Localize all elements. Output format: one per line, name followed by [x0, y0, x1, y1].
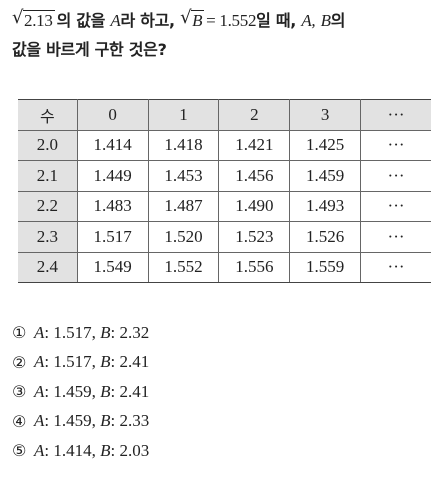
table-row: 2.0 1.414 1.418 1.421 1.425 ···	[18, 129, 431, 161]
table-cell: 1.487	[147, 190, 220, 222]
choice-number: ⑤	[12, 441, 27, 461]
column-header: 1	[147, 99, 220, 131]
table-cell: 1.517	[76, 221, 149, 253]
answer-choice-3[interactable]: ③ A: 1.459, B: 2.41	[12, 381, 150, 402]
sqrt-expression-b: √ B	[180, 7, 205, 30]
choice-number: ①	[12, 323, 27, 343]
table-corner-header: 수	[18, 99, 78, 131]
table-cell: 1.449	[76, 160, 149, 192]
row-label: 2.4	[18, 251, 78, 283]
table-cell: ···	[360, 251, 431, 283]
choice-number: ④	[12, 411, 27, 431]
table-row: 2.3 1.517 1.520 1.523 1.526 ···	[18, 221, 431, 253]
sqrt-expression-a: √ 2.13	[12, 7, 55, 30]
column-header: 3	[289, 99, 362, 131]
table-cell: ···	[360, 190, 431, 222]
answer-choice-5[interactable]: ⑤ A: 1.414, B: 2.03	[12, 440, 150, 461]
table-cell: 1.418	[147, 129, 220, 161]
table-cell: 1.456	[218, 160, 291, 192]
row-label: 2.0	[18, 129, 78, 161]
table-cell: 1.526	[289, 221, 362, 253]
table-row: 2.4 1.549 1.552 1.556 1.559 ···	[18, 251, 431, 283]
table-cell: 1.414	[76, 129, 149, 161]
table-cell: 1.493	[289, 190, 362, 222]
column-header: 0	[76, 99, 149, 131]
answer-choice-2[interactable]: ② A: 1.517, B: 2.41	[12, 352, 150, 372]
table-row: 2.2 1.483 1.487 1.490 1.493 ···	[18, 190, 431, 222]
table-cell: ···	[360, 129, 431, 161]
question-line-2: 값을 바르게 구한 것은?	[12, 40, 167, 59]
row-label: 2.1	[18, 160, 78, 192]
row-label: 2.2	[18, 190, 78, 222]
table-cell: 1.556	[218, 251, 291, 283]
table-cell: 1.520	[147, 221, 220, 253]
table-cell: ···	[360, 160, 431, 192]
table-cell: ···	[360, 221, 431, 253]
column-header: 2	[218, 99, 291, 131]
table-cell: 1.490	[218, 190, 291, 222]
table-cell: 1.559	[289, 251, 362, 283]
table-cell: 1.453	[147, 160, 220, 192]
table-cell: 1.425	[289, 129, 362, 161]
answer-choices: ① A: 1.517, B: 2.32 ② A: 1.517, B: 2.41 …	[12, 318, 149, 466]
table-cell: 1.483	[76, 190, 149, 222]
table-cell: 1.552	[147, 251, 220, 283]
choice-number: ③	[12, 382, 27, 402]
row-label: 2.3	[18, 221, 78, 253]
choice-number: ②	[12, 352, 27, 372]
answer-choice-1[interactable]: ① A: 1.517, B: 2.32	[12, 322, 150, 343]
answer-choice-4[interactable]: ④ A: 1.459, B: 2.33	[12, 411, 150, 431]
column-header: ···	[360, 99, 431, 131]
table-header-row: 수 0 1 2 3 ···	[18, 99, 431, 131]
question-line-1: √ 2.13 의 값을 A라 하고, √ B = 1.552일 때, A, B의	[12, 6, 442, 35]
table-cell: 1.459	[289, 160, 362, 192]
table-cell: 1.421	[218, 129, 291, 161]
table-cell: 1.549	[76, 251, 149, 283]
table-cell: 1.523	[218, 221, 291, 253]
question-text: √ 2.13 의 값을 A라 하고, √ B = 1.552일 때, A, B의 값을 …	[12, 6, 442, 64]
square-root-table: 수 0 1 2 3 ··· 2.0 1.414 1.418 1.421 1.42…	[18, 99, 431, 283]
table-row: 2.1 1.449 1.453 1.456 1.459 ···	[18, 160, 431, 192]
